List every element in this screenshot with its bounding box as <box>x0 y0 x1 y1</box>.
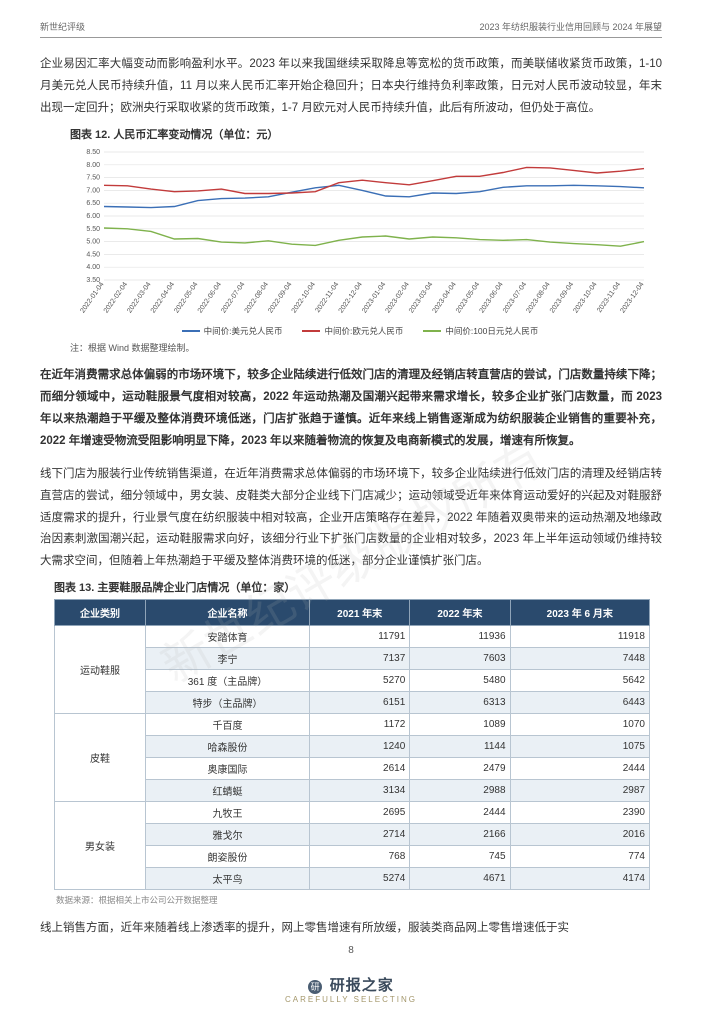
svg-text:2023-09-04: 2023-09-04 <box>549 281 575 314</box>
svg-text:2023-03-04: 2023-03-04 <box>408 281 434 314</box>
svg-text:2023-10-04: 2023-10-04 <box>572 281 598 314</box>
svg-text:2022-02-04: 2022-02-04 <box>103 281 129 314</box>
table13-note: 数据来源：根据相关上市公司公开数据整理 <box>56 894 662 906</box>
header-right: 2023 年纺织服装行业信用回顾与 2024 年展望 <box>479 20 662 33</box>
svg-text:6.50: 6.50 <box>86 200 100 207</box>
svg-text:2022-12-04: 2022-12-04 <box>338 281 364 314</box>
footer-logo: 研 研报之家 CAREFULLY SELECTING <box>40 974 662 1004</box>
svg-text:2023-05-04: 2023-05-04 <box>455 281 481 314</box>
mid-bold-paragraph: 在近年消费需求总体偏弱的市场环境下，较多企业陆续进行低效门店的清理及经销店转直营… <box>40 365 662 452</box>
chart12-title: 图表 12. 人民币汇率变动情况（单位：元） <box>70 126 662 142</box>
svg-text:5.00: 5.00 <box>86 238 100 245</box>
svg-text:2022-09-04: 2022-09-04 <box>267 281 293 314</box>
legend-item: 中间价:美元兑人民币 <box>182 325 283 337</box>
intro-paragraph: 企业易因汇率大幅变动而影响盈利水平。2023 年以来我国继续采取降息等宽松的货币… <box>40 54 662 120</box>
last-paragraph: 线上销售方面，近年来随着线上渗透率的提升，网上零售增速有所放缓，服装类商品网上零… <box>40 918 662 940</box>
svg-text:8.50: 8.50 <box>86 149 100 156</box>
chart12-legend: 中间价:美元兑人民币 中间价:欧元兑人民币 中间价:100日元兑人民币 <box>70 325 650 337</box>
svg-text:2022-10-04: 2022-10-04 <box>291 281 317 314</box>
svg-text:2023-11-04: 2023-11-04 <box>596 281 622 314</box>
svg-text:8.00: 8.00 <box>86 161 100 168</box>
page-header: 新世纪评级 2023 年纺织服装行业信用回顾与 2024 年展望 <box>40 20 662 38</box>
svg-text:2022-03-04: 2022-03-04 <box>126 281 152 314</box>
svg-text:2023-08-04: 2023-08-04 <box>525 281 551 314</box>
svg-text:2022-01-04: 2022-01-04 <box>79 281 105 314</box>
svg-text:2022-08-04: 2022-08-04 <box>244 281 270 314</box>
svg-text:2022-04-04: 2022-04-04 <box>150 281 176 314</box>
header-left: 新世纪评级 <box>40 20 85 33</box>
svg-text:2023-12-04: 2023-12-04 <box>619 281 645 314</box>
svg-text:4.50: 4.50 <box>86 251 100 258</box>
chart12: 3.504.004.505.005.506.006.507.007.508.00… <box>70 146 650 337</box>
mid-paragraph: 线下门店为服装行业传统销售渠道，在近年消费需求总体偏弱的市场环境下，较多企业陆续… <box>40 464 662 573</box>
page-number: 8 <box>40 945 662 956</box>
svg-text:2023-02-04: 2023-02-04 <box>385 281 411 314</box>
footer-sub: CAREFULLY SELECTING <box>40 995 662 1004</box>
legend-item: 中间价:100日元兑人民币 <box>423 325 538 337</box>
svg-text:2023-07-04: 2023-07-04 <box>502 281 528 314</box>
svg-text:2022-11-04: 2022-11-04 <box>314 281 340 314</box>
svg-text:2022-07-04: 2022-07-04 <box>220 281 246 314</box>
svg-text:7.50: 7.50 <box>86 174 100 181</box>
footer-brand: 研报之家 <box>330 977 394 994</box>
chart12-note: 注：根据 Wind 数据整理绘制。 <box>70 341 662 354</box>
svg-text:2023-04-04: 2023-04-04 <box>432 281 458 314</box>
svg-text:6.00: 6.00 <box>86 213 100 220</box>
table13: 企业类别企业名称2021 年末2022 年末2023 年 6 月末运动鞋服安踏体… <box>54 599 650 890</box>
svg-text:2022-05-04: 2022-05-04 <box>173 281 199 314</box>
svg-text:2023-01-04: 2023-01-04 <box>361 281 387 314</box>
svg-text:2023-06-04: 2023-06-04 <box>478 281 504 314</box>
table13-title: 图表 13. 主要鞋服品牌企业门店情况（单位：家） <box>54 579 662 595</box>
svg-text:7.00: 7.00 <box>86 187 100 194</box>
svg-text:4.00: 4.00 <box>86 264 100 271</box>
legend-item: 中间价:欧元兑人民币 <box>302 325 403 337</box>
footer-logo-icon: 研 <box>308 980 322 994</box>
svg-text:5.50: 5.50 <box>86 225 100 232</box>
svg-text:2022-06-04: 2022-06-04 <box>197 281 223 314</box>
